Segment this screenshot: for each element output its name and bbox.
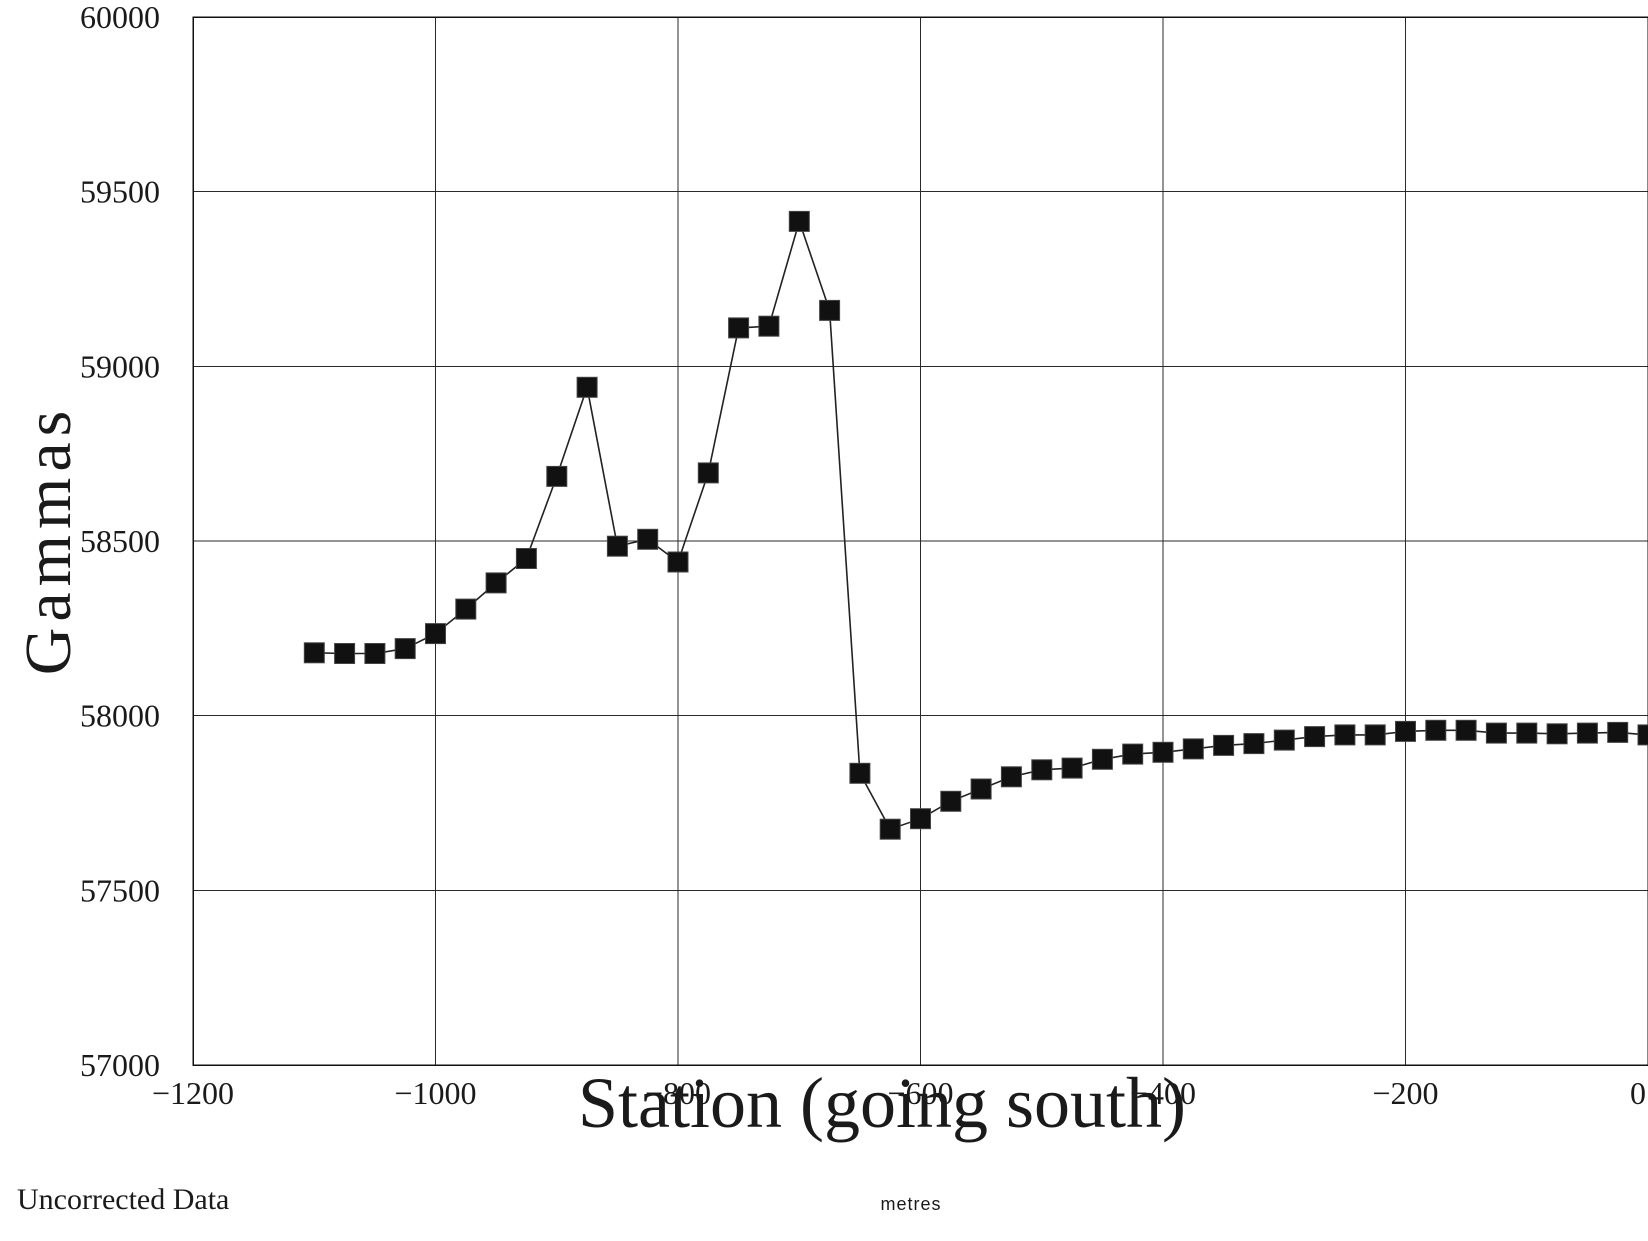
data-point-marker xyxy=(637,528,659,550)
data-point-marker xyxy=(849,762,871,784)
data-point-marker xyxy=(1152,741,1174,763)
data-point-marker xyxy=(940,790,962,812)
data-point-marker xyxy=(667,551,689,573)
x-axis-unit: metres xyxy=(880,1194,941,1214)
tick-labels: 57000 57500 58000 58500 59000 59500 60000 −1200… xyxy=(80,0,1646,1111)
x-tick-label: 0 xyxy=(1630,1075,1646,1111)
x-axis-title: Station (going south) xyxy=(578,1063,1186,1143)
plot-frame xyxy=(192,16,1648,1066)
data-point-marker xyxy=(455,598,477,620)
data-point-marker xyxy=(1607,721,1629,743)
data-point-marker xyxy=(515,548,537,569)
data-point-marker xyxy=(728,317,750,339)
data-point-marker xyxy=(910,808,931,830)
data-point-marker xyxy=(1031,759,1053,781)
data-point-marker xyxy=(334,643,356,664)
data-point-marker xyxy=(394,638,416,660)
data-point-marker xyxy=(485,572,507,594)
data-point-marker xyxy=(606,535,628,557)
series-layer xyxy=(303,210,1648,840)
y-tick-label: 59500 xyxy=(80,174,160,210)
data-point-marker xyxy=(1061,757,1083,779)
data-point-marker xyxy=(1395,720,1416,742)
data-point-marker xyxy=(1576,722,1598,744)
data-point-marker xyxy=(1637,724,1648,746)
data-point-marker xyxy=(697,462,719,484)
data-point-marker xyxy=(970,778,992,800)
y-tick-label: 57000 xyxy=(80,1047,160,1083)
data-point-marker xyxy=(788,210,810,232)
data-point-marker xyxy=(879,818,901,840)
data-point-marker xyxy=(546,465,568,487)
data-point-marker xyxy=(1213,734,1235,756)
data-point-marker xyxy=(1243,733,1265,755)
x-tick-label: −1200 xyxy=(152,1075,234,1111)
data-point-marker xyxy=(1273,729,1295,751)
y-tick-label: 57500 xyxy=(80,872,160,908)
data-point-marker xyxy=(1364,724,1386,746)
data-point-marker xyxy=(1334,724,1356,746)
grid xyxy=(193,17,1648,1065)
data-note: Uncorrected Data xyxy=(17,1183,229,1216)
data-point-marker xyxy=(1122,743,1144,765)
data-point-marker xyxy=(758,315,780,337)
x-tick-label: −600 xyxy=(887,1075,953,1111)
data-point-marker xyxy=(364,643,386,664)
data-point-marker xyxy=(1485,722,1507,744)
data-point-marker xyxy=(303,642,325,664)
data-point-marker xyxy=(576,376,598,398)
x-tick-label: −200 xyxy=(1372,1075,1438,1111)
y-tick-label: 58500 xyxy=(80,523,160,559)
data-point-marker xyxy=(425,623,446,645)
data-point-marker xyxy=(819,299,841,321)
data-point-marker xyxy=(1304,726,1326,748)
data-point-marker xyxy=(1546,723,1568,745)
data-point-marker xyxy=(1516,722,1538,744)
y-tick-label: 60000 xyxy=(80,0,160,35)
x-tick-label: −400 xyxy=(1130,1075,1196,1111)
x-tick-label: −1000 xyxy=(394,1075,476,1111)
y-axis-title: Gammas xyxy=(12,405,85,676)
data-point-marker xyxy=(1000,766,1022,788)
y-tick-label: 58000 xyxy=(80,698,160,734)
data-point-marker xyxy=(1182,738,1204,760)
y-tick-label: 59000 xyxy=(80,348,160,384)
data-point-marker xyxy=(1455,719,1477,741)
data-point-marker xyxy=(1091,748,1113,770)
data-point-marker xyxy=(1425,719,1447,741)
x-tick-label: −800 xyxy=(645,1075,711,1111)
